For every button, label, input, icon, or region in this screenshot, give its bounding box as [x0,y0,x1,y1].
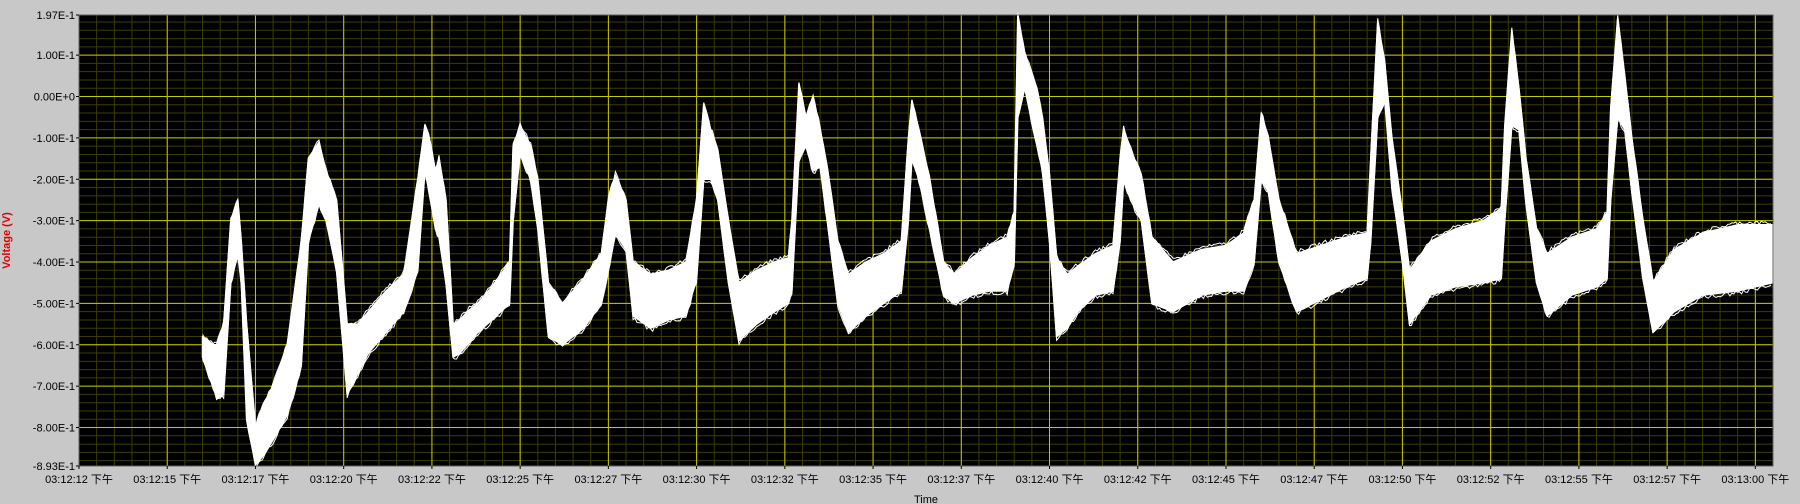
y-tick-label: -6.00E-1 [33,340,75,352]
y-axis-ticks: 1.97E-1 1.00E-1 0.00E+0 -1.00E-1 -2.00E-1 -3.… [33,10,79,473]
series-lower-noise-0 [202,88,1772,468]
x-tick-label: 03:12:55 下午 [1545,473,1613,486]
y-tick-label: 1.97E-1 [36,10,75,22]
x-tick-label: 03:13:00 下午 [1721,473,1789,486]
x-tick-label: 03:12:47 下午 [1280,473,1348,486]
y-tick-label: -8.00E-1 [33,423,75,435]
y-tick-label: 1.00E-1 [36,50,75,62]
x-axis-ticks: 03:12:12 下午 03:12:15 下午 03:12:17 下午 03:12:2… [45,466,1789,486]
series-upper-noise-0 [202,13,1772,428]
x-tick-label: 03:12:12 下午 [45,473,113,486]
x-tick-label: 03:12:42 下午 [1104,473,1172,486]
y-tick-label: -8.93E-1 [33,461,75,473]
x-tick-label: 03:12:15 下午 [133,473,201,486]
y-tick-label: -3.00E-1 [33,216,75,228]
x-tick-label: 03:12:27 下午 [574,473,642,486]
y-axis-label: Voltage (V) [1,212,13,269]
x-tick-label: 03:12:52 下午 [1457,473,1525,486]
x-tick-label: 03:12:20 下午 [310,473,378,486]
x-tick-label: 03:12:40 下午 [1016,473,1084,486]
y-tick-label: -1.00E-1 [33,133,75,145]
x-tick-label: 03:12:17 下午 [222,473,290,486]
x-tick-label: 03:12:57 下午 [1633,473,1701,486]
y-tick-label: -5.00E-1 [33,298,75,310]
x-tick-label: 03:12:30 下午 [663,473,731,486]
x-tick-label: 03:12:37 下午 [927,473,995,486]
plot-border [78,14,1774,467]
y-tick-label: 0.00E+0 [34,92,75,104]
y-tick-label: -7.00E-1 [33,381,75,393]
voltage-trace [201,13,1774,468]
x-tick-label: 03:12:22 下午 [398,473,466,486]
x-axis-label: Time [914,494,938,504]
y-tick-label: -4.00E-1 [33,257,75,269]
x-tick-label: 03:12:32 下午 [751,473,819,486]
y-tick-label: -2.00E-1 [33,174,75,186]
x-tick-label: 03:12:50 下午 [1369,473,1437,486]
x-tick-label: 03:12:45 下午 [1192,473,1260,486]
x-tick-label: 03:12:35 下午 [839,473,907,486]
x-tick-label: 03:12:25 下午 [486,473,554,486]
